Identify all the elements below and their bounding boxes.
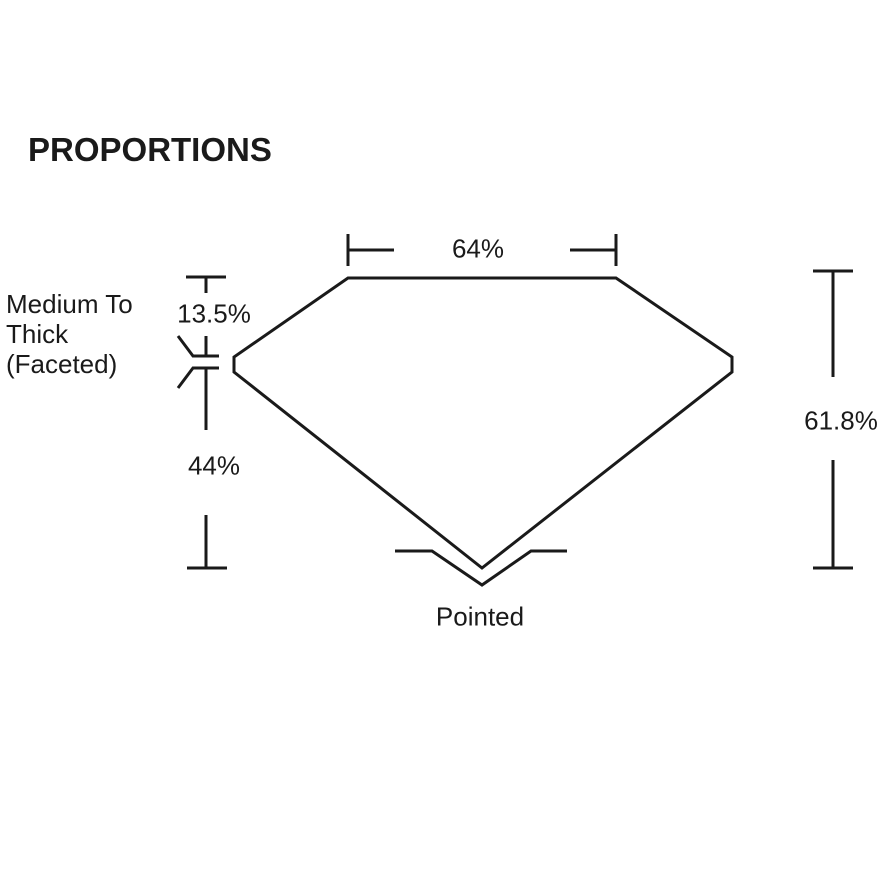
pavilion-depth-label: 44% bbox=[187, 450, 241, 481]
table-width-label: 64% bbox=[451, 233, 505, 264]
girdle-thickness-label: Medium To Thick (Faceted) bbox=[6, 289, 133, 379]
girdle-bracket bbox=[176, 335, 219, 389]
girdle-thickness-label-line2: Thick bbox=[6, 319, 69, 349]
culet-label: Pointed bbox=[435, 601, 525, 632]
page-title: PROPORTIONS bbox=[28, 131, 272, 168]
girdle-thickness-label-line3: (Faceted) bbox=[6, 349, 118, 379]
girdle-thickness-label-line1: Medium To bbox=[6, 289, 133, 319]
girdle-bracket-lower bbox=[176, 366, 219, 389]
pavilion-depth-dimension bbox=[187, 368, 227, 570]
total-depth-dimension bbox=[813, 269, 853, 570]
girdle-bracket-upper bbox=[176, 335, 219, 358]
total-depth-label: 61.8% bbox=[804, 405, 878, 436]
table-width-dimension bbox=[346, 234, 618, 266]
diamond-outline bbox=[232, 276, 734, 570]
crown-height-label: 13.5% bbox=[177, 298, 251, 329]
crown-height-dimension bbox=[186, 275, 226, 357]
culet-callout bbox=[395, 549, 567, 587]
